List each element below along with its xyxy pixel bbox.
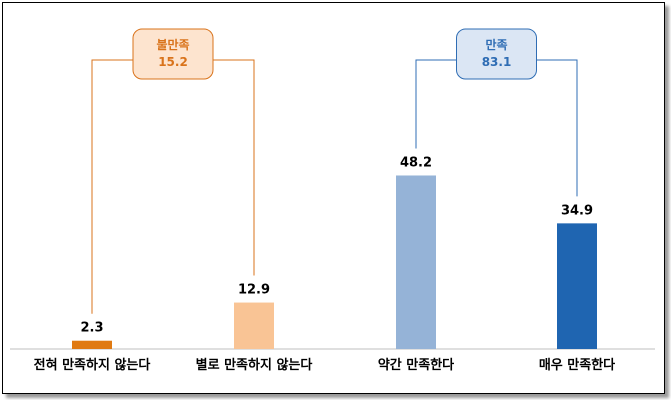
bar-3 xyxy=(396,175,436,349)
group-value-1: 15.2 xyxy=(158,55,188,69)
group-name-1: 불만족 xyxy=(156,37,189,52)
group-value-2: 83.1 xyxy=(482,55,512,69)
group-box-2 xyxy=(456,28,537,80)
group-bracket-1 xyxy=(91,59,255,314)
bar-value-label-1: 2.3 xyxy=(80,321,103,336)
bar-4 xyxy=(557,223,597,349)
bar-1 xyxy=(72,340,112,349)
group-box-1 xyxy=(132,28,214,80)
category-label-2: 별로 만족하지 않는다 xyxy=(196,357,313,373)
category-label-4: 매우 만족한다 xyxy=(539,357,615,373)
chart-frame xyxy=(2,2,665,394)
bar-2 xyxy=(234,302,274,349)
bar-value-label-4: 34.9 xyxy=(561,203,593,218)
category-label-3: 약간 만족한다 xyxy=(378,357,454,373)
group-name-2: 만족 xyxy=(485,37,507,52)
bar-value-label-2: 12.9 xyxy=(238,283,270,298)
bar-value-label-3: 48.2 xyxy=(400,155,432,170)
group-bracket-2 xyxy=(415,59,578,197)
category-label-1: 전혀 만족하지 않는다 xyxy=(34,357,151,373)
